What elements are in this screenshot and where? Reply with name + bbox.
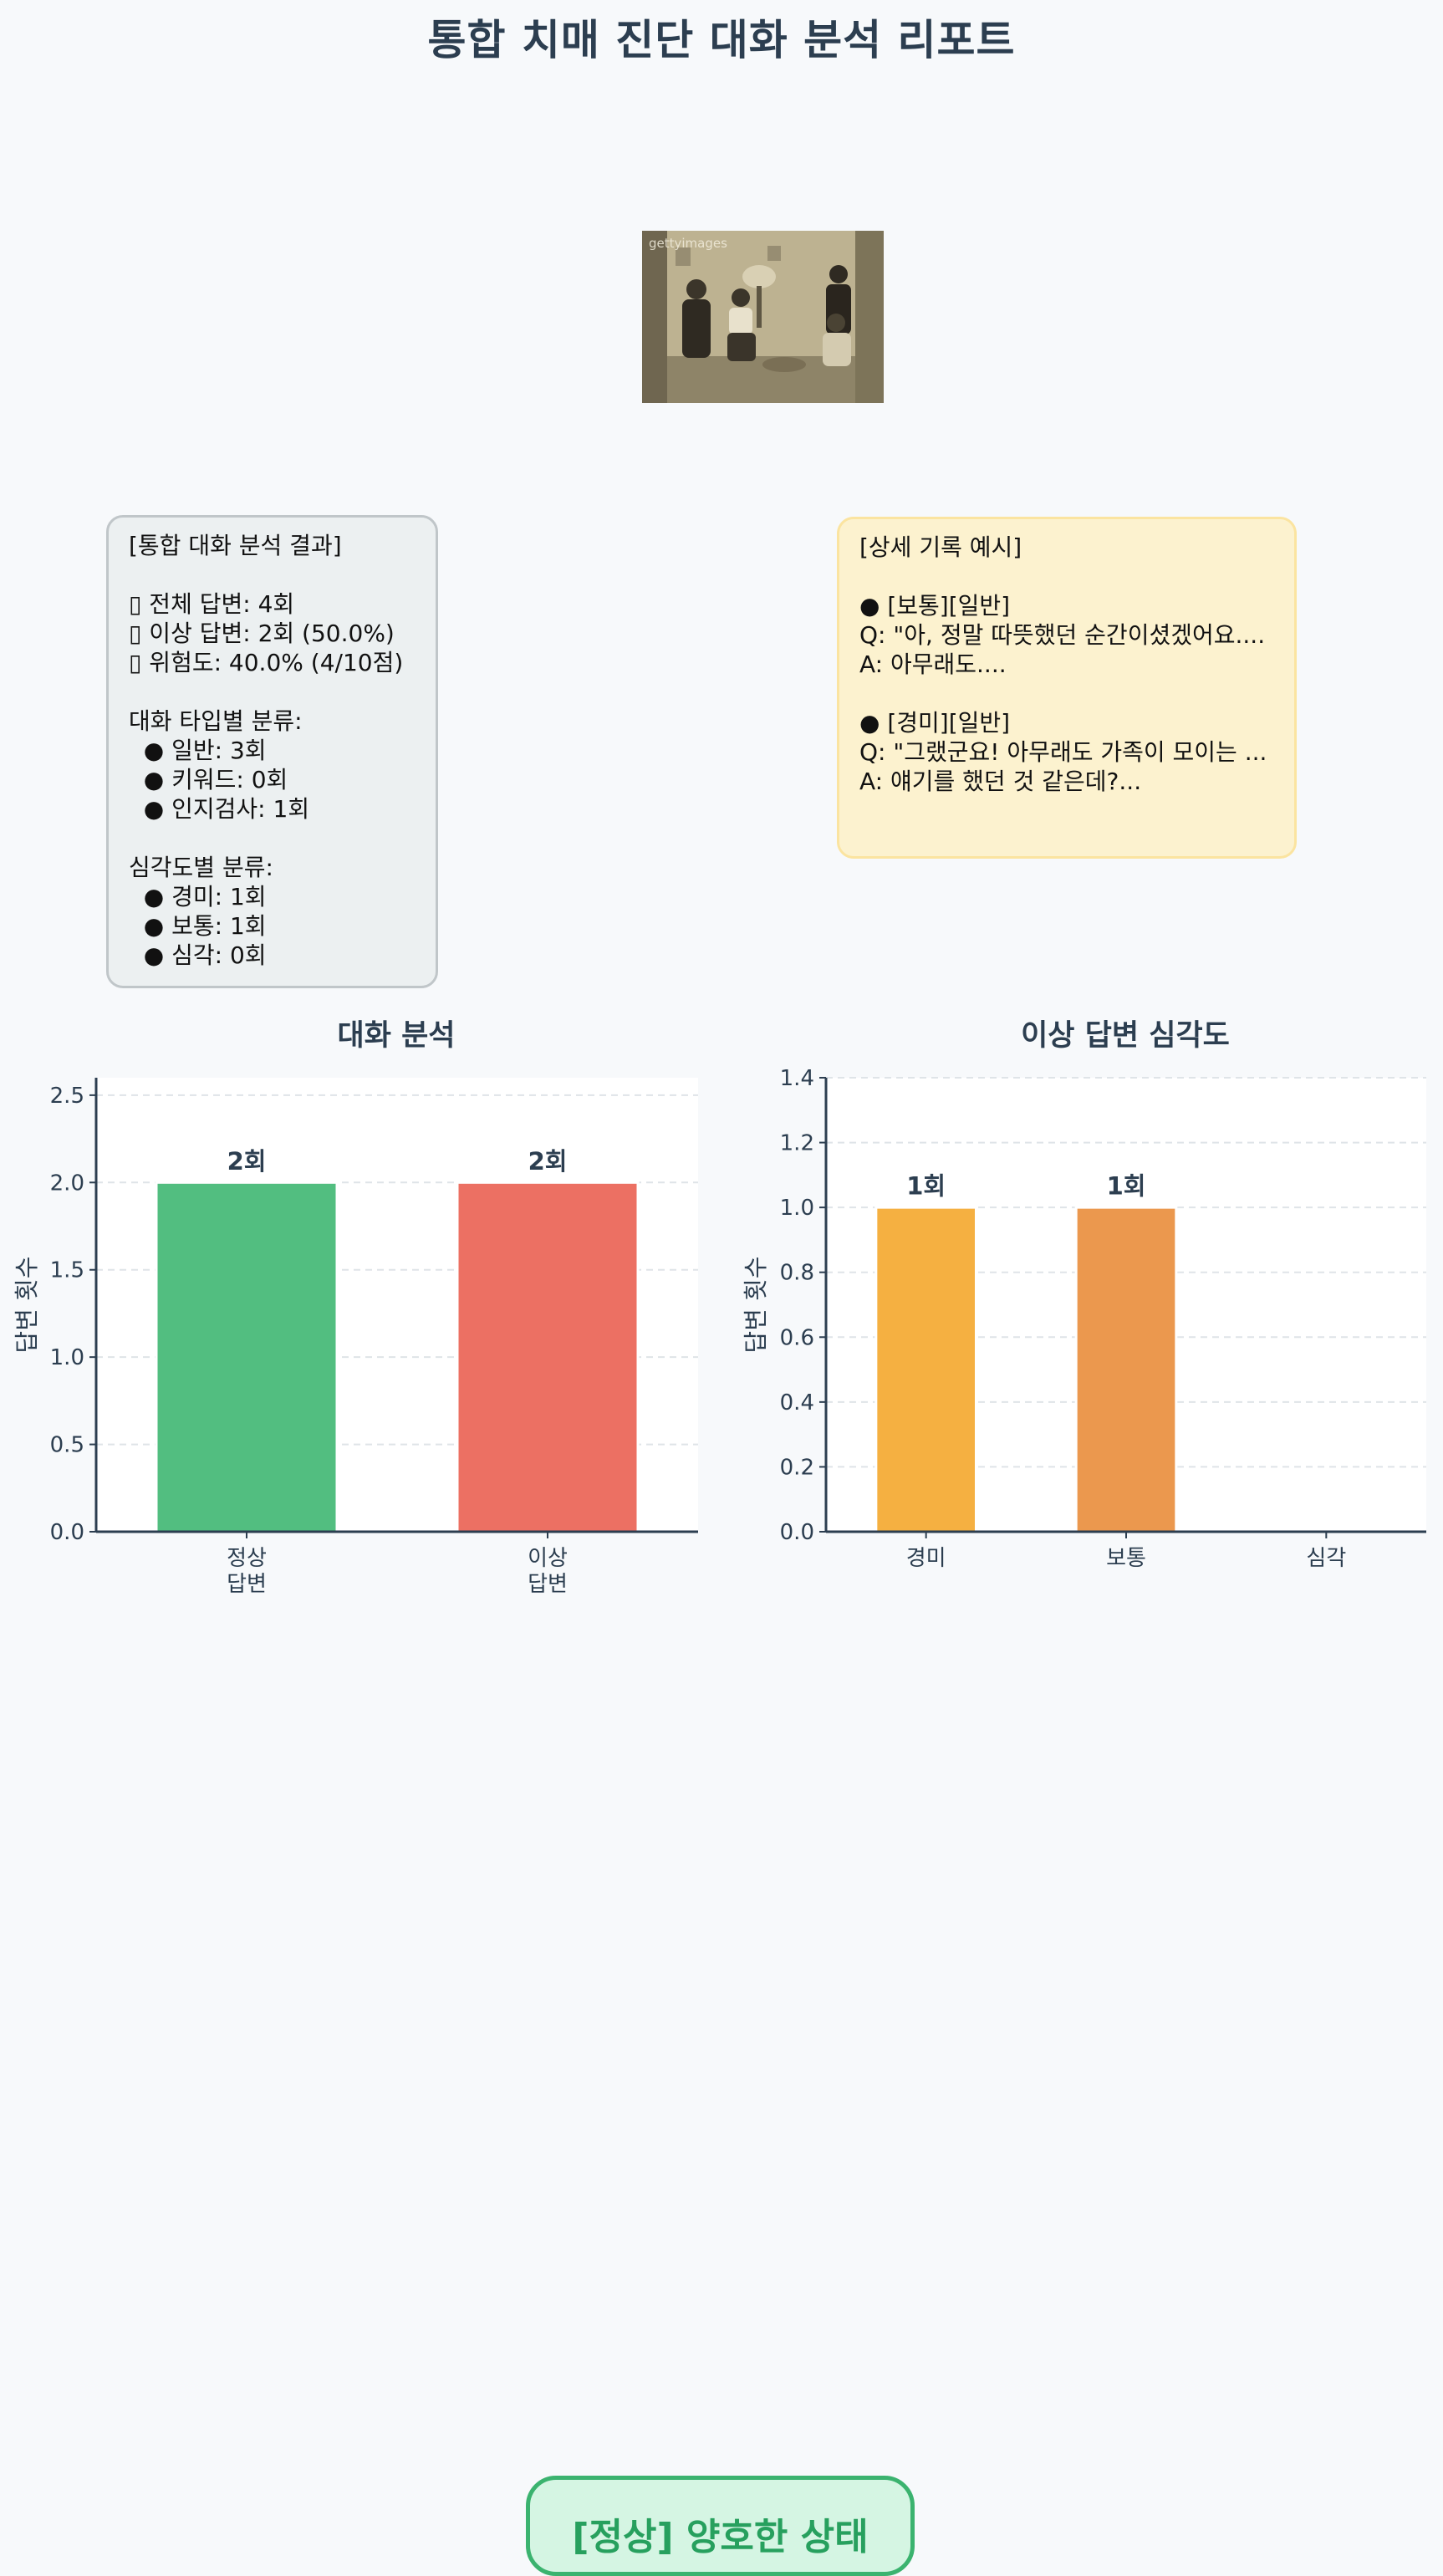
x-tick-label: 정상 답변 xyxy=(227,1546,267,1597)
y-tick-label: 0.2 xyxy=(780,1455,814,1480)
y-tick-label: 1.0 xyxy=(50,1345,84,1370)
bar xyxy=(874,1206,977,1533)
y-tick-label: 0.6 xyxy=(780,1325,814,1350)
y-axis-label: 답변 횟수 xyxy=(13,1257,41,1354)
y-tick-label: 1.0 xyxy=(780,1196,814,1221)
detail-record-panel: [상세 기록 예시] ● [보통][일반] Q: "아, 정말 따뜻했던 순간이… xyxy=(837,517,1297,859)
y-tick-label: 0.0 xyxy=(780,1520,814,1545)
bar-value-label: 2회 xyxy=(528,1147,568,1176)
family-photo-image xyxy=(642,231,884,403)
report-title: 통합 치매 진단 대화 분석 리포트 xyxy=(427,16,1016,64)
conversation-chart-title: 대화 분석 xyxy=(337,1019,456,1053)
x-tick-label: 보통 xyxy=(1106,1546,1146,1571)
y-tick-label: 2.5 xyxy=(50,1084,84,1109)
summary-panel: [통합 대화 분석 결과] ▯ 전체 답변: 4회 ▯ 이상 답변: 2회 (5… xyxy=(106,515,438,988)
bar xyxy=(155,1181,339,1533)
y-axis-label: 답변 횟수 xyxy=(742,1257,770,1354)
y-tick-label: 0.4 xyxy=(780,1390,814,1416)
bar xyxy=(456,1181,640,1533)
status-badge: [정상] 양호한 상태 xyxy=(526,2476,915,2576)
y-tick-label: 0.8 xyxy=(780,1261,814,1286)
bar-value-label: 2회 xyxy=(227,1147,267,1176)
bar-value-label: 1회 xyxy=(1107,1172,1146,1201)
photo-watermark: gettyimages xyxy=(649,236,727,251)
family-photo: gettyimages xyxy=(642,231,884,403)
x-tick-label: 이상 답변 xyxy=(528,1546,568,1597)
y-tick-label: 1.4 xyxy=(780,1066,814,1091)
x-tick-label: 심각 xyxy=(1306,1546,1346,1571)
y-tick-label: 1.2 xyxy=(780,1131,814,1156)
y-tick-label: 0.0 xyxy=(50,1520,84,1545)
severity-chart-title: 이상 답변 심각도 xyxy=(1021,1019,1230,1053)
bar-value-label: 1회 xyxy=(906,1172,946,1201)
y-tick-label: 0.5 xyxy=(50,1433,84,1458)
x-tick-label: 경미 xyxy=(906,1546,946,1571)
bar xyxy=(1074,1206,1178,1533)
y-tick-label: 1.5 xyxy=(50,1258,84,1283)
y-tick-label: 2.0 xyxy=(50,1171,84,1196)
